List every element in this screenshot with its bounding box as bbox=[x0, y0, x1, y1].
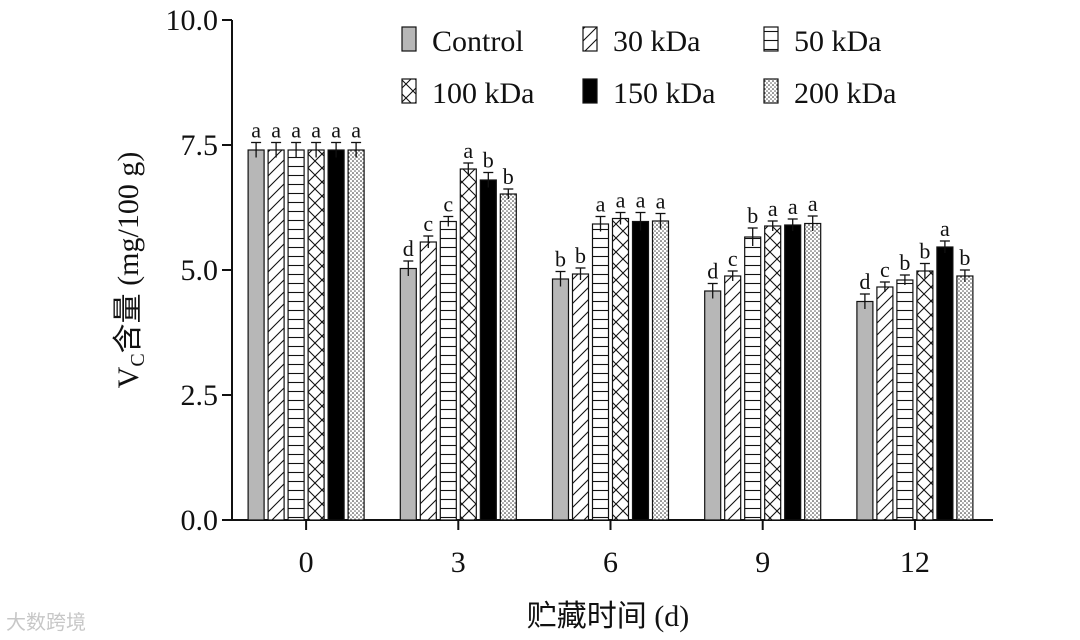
bar bbox=[571, 273, 590, 521]
bar bbox=[267, 149, 285, 521]
significance-label: a bbox=[251, 118, 261, 143]
axes: 0.0 2.5 5.0 7.5 10.0 0 3 6 9 12 bbox=[166, 4, 993, 579]
bar bbox=[916, 270, 934, 521]
bar bbox=[784, 224, 802, 521]
x-tick-label: 6 bbox=[603, 546, 618, 579]
bar bbox=[419, 241, 437, 521]
significance-label: b bbox=[483, 148, 494, 173]
bar bbox=[551, 278, 570, 521]
bar bbox=[439, 220, 457, 521]
significance-label: a bbox=[271, 118, 281, 143]
significance-label: b bbox=[747, 203, 758, 228]
significance-label: a bbox=[656, 189, 666, 214]
legend-swatch bbox=[763, 26, 779, 52]
significance-label: d bbox=[403, 236, 414, 261]
y-tick-label: 10.0 bbox=[166, 4, 219, 37]
x-tick-label: 3 bbox=[451, 546, 466, 579]
legend-swatch bbox=[763, 78, 779, 104]
legend-label: 50 kDa bbox=[794, 25, 881, 58]
significance-label: a bbox=[788, 194, 798, 219]
bar bbox=[956, 275, 974, 521]
y-axis-title-rest: 含量 (mg/100 g) bbox=[112, 152, 145, 354]
significance-label: a bbox=[463, 138, 473, 163]
bar bbox=[591, 223, 610, 521]
legend-label: 200 kDa bbox=[794, 77, 896, 110]
legend-swatch bbox=[401, 78, 417, 104]
bar bbox=[611, 217, 630, 521]
bar bbox=[307, 149, 325, 521]
significance-label: c bbox=[728, 246, 738, 271]
significance-label: d bbox=[859, 269, 870, 294]
watermark: 大数跨境 bbox=[6, 610, 86, 634]
bar bbox=[876, 286, 894, 521]
significance-label: b bbox=[555, 247, 566, 272]
significance-label: a bbox=[636, 188, 646, 213]
significance-label: a bbox=[331, 118, 341, 143]
legend-swatch bbox=[582, 26, 598, 52]
bar bbox=[327, 149, 345, 521]
bar bbox=[896, 279, 914, 521]
y-tick-label: 2.5 bbox=[181, 379, 219, 412]
significance-label: b bbox=[919, 239, 930, 264]
y-tick-label: 5.0 bbox=[181, 254, 219, 287]
bar bbox=[499, 193, 517, 521]
x-tick-label: 9 bbox=[755, 546, 770, 579]
significance-label: c bbox=[880, 257, 890, 282]
significance-label: a bbox=[940, 216, 950, 241]
y-tick-label: 7.5 bbox=[181, 129, 219, 162]
significance-label: c bbox=[423, 211, 433, 236]
legend-label: 150 kDa bbox=[613, 77, 715, 110]
x-axis-title: 贮藏时间 (d) bbox=[527, 600, 689, 633]
significance-label: c bbox=[443, 192, 453, 217]
significance-label: b bbox=[899, 250, 910, 275]
significance-label: b bbox=[503, 164, 514, 189]
significance-label: d bbox=[707, 259, 718, 284]
bar bbox=[764, 225, 782, 521]
bar bbox=[479, 179, 497, 521]
bar bbox=[347, 149, 365, 521]
legend-swatch bbox=[582, 78, 598, 104]
significance-label: a bbox=[616, 188, 626, 213]
bar bbox=[287, 149, 305, 521]
significance-label: a bbox=[291, 118, 301, 143]
legend-label: 100 kDa bbox=[432, 77, 534, 110]
significance-label: b bbox=[959, 245, 970, 270]
significance-label: a bbox=[596, 192, 606, 217]
bar bbox=[247, 149, 265, 521]
x-tick-label: 12 bbox=[900, 546, 930, 579]
y-axis-title-main: V bbox=[112, 366, 145, 388]
x-tick-label: 0 bbox=[299, 546, 314, 579]
bar bbox=[724, 275, 742, 521]
significance-label: a bbox=[808, 191, 818, 216]
significance-label: a bbox=[768, 196, 778, 221]
bar bbox=[936, 246, 954, 521]
y-tick-label: 0.0 bbox=[181, 504, 219, 537]
bar bbox=[651, 220, 670, 521]
significance-label: a bbox=[311, 118, 321, 143]
y-axis-title: VC含量 (mg/100 g) bbox=[112, 152, 149, 389]
bar bbox=[459, 168, 477, 521]
significance-label: b bbox=[575, 243, 586, 268]
bar bbox=[704, 290, 722, 521]
legend-label: 30 kDa bbox=[613, 25, 700, 58]
bar bbox=[631, 220, 650, 521]
legend-swatch bbox=[401, 26, 417, 52]
y-axis-title-sub: C bbox=[127, 353, 149, 366]
legend: Control 30 kDa 50 kDa 100 kDa 150 kDa 200 kDa bbox=[401, 25, 896, 110]
bar bbox=[856, 300, 874, 521]
significance-label: a bbox=[351, 118, 361, 143]
legend-label: Control bbox=[432, 25, 524, 58]
bar bbox=[744, 236, 762, 521]
bar bbox=[399, 267, 417, 521]
bar bbox=[804, 222, 822, 521]
